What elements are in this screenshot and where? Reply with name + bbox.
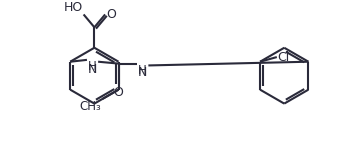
Text: O: O [106,8,116,21]
Text: H: H [138,64,147,77]
Text: HO: HO [63,0,83,14]
Text: O: O [114,86,123,99]
Text: N: N [138,66,148,79]
Text: Cl: Cl [278,51,290,64]
Text: N: N [88,63,97,76]
Text: H: H [88,60,96,73]
Text: CH₃: CH₃ [80,100,102,113]
